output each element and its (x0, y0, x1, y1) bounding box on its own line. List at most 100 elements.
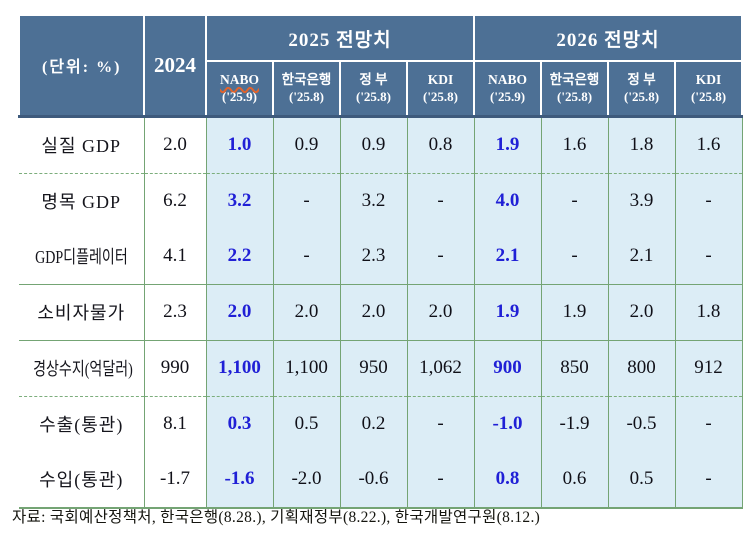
subheader-2025-bok: 한국은행 ('25.8) (272, 60, 341, 118)
value-cell: - (674, 173, 743, 229)
table-row-imports: 수입(통관) -1.7 -1.6 -2.0 -0.6 - 0.8 0.6 0.5… (19, 451, 743, 509)
value-cell-nabo: 0.8 (473, 451, 542, 509)
value-cell: 912 (674, 340, 743, 397)
value-cell: - (674, 451, 743, 509)
value-cell: 990 (143, 340, 207, 397)
value-cell: 2.0 (607, 284, 676, 341)
subheader-date: ('25.8) (288, 88, 325, 104)
value-cell: 0.9 (272, 116, 341, 174)
value-cell: 1.6 (540, 116, 609, 174)
subheader-date: ('25.8) (691, 88, 727, 104)
value-cell: - (406, 451, 475, 509)
value-cell-nabo: 1.9 (473, 284, 542, 341)
value-cell: 1.8 (607, 116, 676, 174)
subheader-2025-nabo: NABO ('25.9) (205, 60, 274, 118)
value-cell: - (406, 173, 475, 229)
subheader-2026-bok: 한국은행 ('25.8) (540, 60, 610, 118)
value-cell: 2.3 (143, 284, 207, 341)
row-label: 수입(통관) (19, 451, 145, 509)
row-label: 수출(통관) (19, 396, 145, 452)
value-cell: 1,062 (406, 340, 475, 397)
row-label: GDP디플레이터 (19, 228, 145, 285)
row-label: 경상수지(억달러) (19, 340, 145, 397)
value-cell: 4.1 (143, 228, 207, 285)
row-label: 명목 GDP (19, 173, 145, 229)
value-cell-nabo: 3.2 (205, 173, 274, 229)
subheader-date: ('25.8) (355, 88, 392, 104)
subheader-date: ('25.8) (557, 88, 593, 104)
value-cell: -2.0 (272, 451, 341, 509)
group-header-2026: 2026 전망치 (473, 14, 744, 62)
value-cell: 2.1 (607, 228, 676, 285)
value-cell: - (540, 228, 609, 285)
value-cell: 800 (607, 340, 676, 397)
value-cell-nabo: 900 (473, 340, 542, 397)
economic-forecast-table: (단위: %) 2024 2025 전망치 2026 전망치 NABO ('25… (18, 14, 744, 509)
value-cell: 2.0 (272, 284, 341, 341)
value-cell-nabo: 2.2 (205, 228, 274, 285)
value-cell-nabo: 1,100 (205, 340, 274, 397)
value-cell-nabo: 4.0 (473, 173, 542, 229)
subheader-2026-gov: 정 부 ('25.8) (607, 60, 677, 118)
value-cell: 2.0 (339, 284, 408, 341)
value-cell-nabo: 2.0 (205, 284, 274, 341)
table-row-cpi: 소비자물가 2.3 2.0 2.0 2.0 2.0 1.9 1.9 2.0 1.… (19, 284, 743, 341)
subheader-date: ('25.9) (221, 88, 258, 104)
value-cell: 0.2 (339, 396, 408, 452)
table-row-real-gdp: 실질 GDP 2.0 1.0 0.9 0.9 0.8 1.9 1.6 1.8 1… (19, 116, 743, 174)
value-cell: 6.2 (143, 173, 207, 229)
value-cell: 8.1 (143, 396, 207, 452)
subheader-2025-kdi: KDI ('25.8) (405, 60, 476, 118)
row-label: 소비자물가 (19, 284, 145, 341)
value-cell: 3.2 (339, 173, 408, 229)
value-cell: -1.9 (540, 396, 609, 452)
value-cell-nabo: 1.0 (205, 116, 274, 174)
value-cell: - (540, 173, 609, 229)
value-cell-nabo: 1.9 (473, 116, 542, 174)
value-cell: 3.9 (607, 173, 676, 229)
value-cell: 950 (339, 340, 408, 397)
table-row-nominal-gdp: 명목 GDP 6.2 3.2 - 3.2 - 4.0 - 3.9 - (19, 173, 743, 229)
value-cell-nabo: 0.3 (205, 396, 274, 452)
table-row-gdp-deflator: GDP디플레이터 4.1 2.2 - 2.3 - 2.1 - 2.1 - (19, 228, 743, 285)
value-cell: - (272, 173, 341, 229)
table-row-exports: 수출(통관) 8.1 0.3 0.5 0.2 - -1.0 -1.9 -0.5 … (19, 396, 743, 452)
value-cell: - (674, 396, 743, 452)
table-row-current-account: 경상수지(억달러) 990 1,100 1,100 950 1,062 900 … (19, 340, 743, 397)
subheader-date: ('25.8) (422, 88, 459, 104)
value-cell: 0.6 (540, 451, 609, 509)
unit-label-cell: (단위: %) (18, 14, 145, 118)
value-cell: 2.0 (406, 284, 475, 341)
value-cell: 2.3 (339, 228, 408, 285)
value-cell: 0.5 (607, 451, 676, 509)
nabo-label-with-squiggle: NABO (219, 71, 259, 87)
row-label: 실질 GDP (19, 116, 145, 174)
value-cell: 1.9 (540, 284, 609, 341)
subheader-2026-kdi: KDI ('25.8) (674, 60, 744, 118)
value-cell: 2.0 (143, 116, 207, 174)
value-cell-nabo: -1.6 (205, 451, 274, 509)
value-cell: - (406, 228, 475, 285)
value-cell: 0.5 (272, 396, 341, 452)
value-cell: 1,100 (272, 340, 341, 397)
source-note: 자료: 국회예산정책처, 한국은행(8.28.), 기획재정부(8.22.), … (12, 509, 541, 526)
value-cell: 1.6 (674, 116, 743, 174)
value-cell: 0.9 (339, 116, 408, 174)
value-cell: -1.7 (143, 451, 207, 509)
value-cell: - (272, 228, 341, 285)
subheader-date: ('25.8) (624, 88, 660, 104)
subheader-2025-gov: 정 부 ('25.8) (339, 60, 408, 118)
value-cell: 850 (540, 340, 609, 397)
value-cell: - (406, 396, 475, 452)
subheader-2026-nabo: NABO ('25.9) (473, 60, 543, 118)
value-cell: -0.6 (339, 451, 408, 509)
value-cell: 0.8 (406, 116, 475, 174)
value-cell-nabo: 2.1 (473, 228, 542, 285)
column-header-2024: 2024 (143, 14, 207, 118)
value-cell: 1.8 (674, 284, 743, 341)
subheader-date: ('25.9) (490, 88, 526, 104)
value-cell-nabo: -1.0 (473, 396, 542, 452)
value-cell: - (674, 228, 743, 285)
group-header-2025: 2025 전망치 (204, 14, 476, 62)
